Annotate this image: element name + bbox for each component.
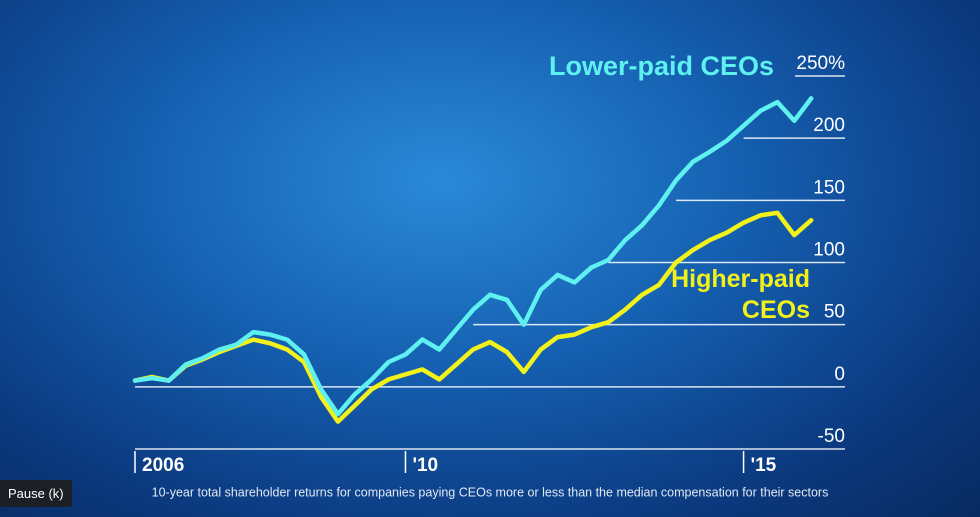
y-tick-label: 50 xyxy=(824,302,845,323)
x-tick-label: '10 xyxy=(412,455,438,476)
tooltip[interactable]: Pause (k) xyxy=(0,480,72,507)
y-tick-label: 200 xyxy=(813,115,845,136)
series-line xyxy=(132,96,814,417)
y-tick-label: 250% xyxy=(796,53,845,74)
x-tick-label: 2006 xyxy=(142,455,184,476)
y-tick-label: -50 xyxy=(818,426,845,447)
caption: 10-year total shareholder returns for co… xyxy=(152,485,829,499)
series-label: Higher-paid CEOs xyxy=(671,265,810,324)
y-tick-label: 0 xyxy=(834,364,845,385)
x-tick-label: '15 xyxy=(751,455,777,476)
y-tick-label: 150 xyxy=(813,177,845,198)
series-label: Lower-paid CEOs xyxy=(549,51,774,81)
series-line xyxy=(132,210,814,424)
y-tick-label: 100 xyxy=(813,240,845,261)
